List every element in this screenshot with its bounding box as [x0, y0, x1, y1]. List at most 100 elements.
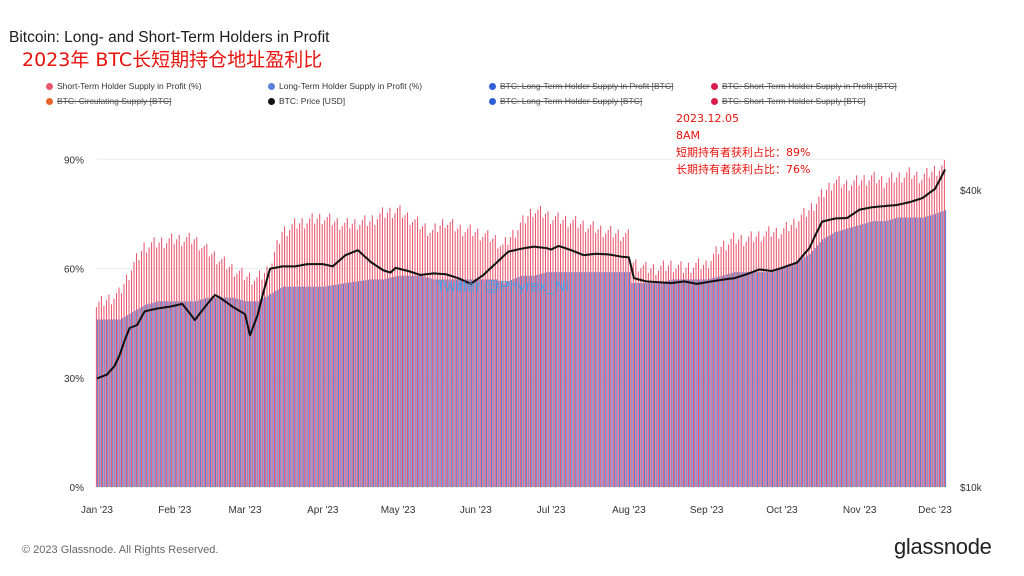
legend-dot-icon — [268, 82, 275, 90]
y2-tick-label: $10k — [960, 483, 983, 494]
legend-label: BTC: Circulating Supply [BTC] — [57, 96, 172, 106]
sth-bar — [835, 179, 838, 487]
sth-bar — [356, 229, 358, 487]
lth-bar — [879, 221, 881, 487]
sth-bar — [188, 232, 190, 487]
sth-bar — [394, 213, 396, 487]
lth-bar — [598, 272, 600, 487]
sth-bar — [108, 294, 110, 487]
sth-bar — [130, 270, 133, 487]
sth-bar — [339, 229, 341, 487]
lth-bar — [633, 283, 636, 487]
sth-bar — [567, 227, 569, 487]
sth-bar — [667, 265, 669, 487]
lth-bar — [608, 272, 610, 487]
lth-bar — [398, 275, 400, 487]
sth-bar — [617, 229, 619, 487]
sth-bar — [833, 183, 835, 487]
sth-bar — [507, 244, 509, 487]
sth-bar — [587, 228, 589, 487]
lth-bar — [478, 279, 480, 487]
sth-bar — [760, 241, 762, 487]
lth-bar — [458, 279, 460, 487]
lth-bar — [701, 279, 703, 487]
sth-bar — [933, 165, 935, 487]
sth-bar — [497, 248, 499, 487]
lth-bar — [919, 217, 922, 488]
lth-bar — [787, 266, 789, 487]
legend-item-price[interactable]: BTC: Price [USD] — [268, 96, 345, 106]
sth-bar — [873, 171, 875, 488]
sth-bar — [444, 227, 446, 487]
sth-bar — [156, 247, 158, 487]
sth-bar — [838, 176, 840, 488]
lth-bar — [922, 217, 924, 488]
sth-bar — [856, 175, 858, 487]
sth-bar — [346, 217, 348, 488]
lth-bar — [558, 272, 560, 487]
watermark: Twitter @Phyrex_Ni — [436, 278, 569, 295]
lth-bar — [661, 282, 663, 487]
lth-bar — [184, 301, 186, 487]
sth-bar — [527, 216, 529, 487]
legend-item-sth-profit-btc[interactable]: BTC: Short-Term Holder Supply in Profit … — [711, 81, 897, 91]
lth-bar — [686, 279, 688, 487]
legend-item-lth-supply[interactable]: BTC: Long-Term Holder Supply [BTC] — [489, 96, 642, 106]
lth-bar — [214, 297, 217, 487]
sth-bar — [580, 224, 582, 487]
sth-bar — [176, 239, 178, 487]
sth-bar — [660, 265, 662, 487]
lth-bar — [844, 229, 846, 487]
sth-bar — [331, 225, 333, 487]
lth-bar — [528, 275, 530, 487]
legend-item-sth-profit[interactable]: Short-Term Holder Supply in Profit (%) — [46, 81, 202, 91]
sth-bar — [738, 239, 740, 487]
sth-bar — [266, 266, 268, 487]
sth-bar — [519, 222, 521, 488]
lth-bar — [109, 319, 111, 487]
sth-bar — [708, 268, 710, 487]
lth-bar — [909, 217, 912, 488]
legend-item-lth-profit[interactable]: Long-Term Holder Supply in Profit (%) — [268, 81, 422, 91]
sth-bar — [191, 243, 193, 487]
lth-bar — [852, 227, 854, 487]
lth-bar — [889, 219, 891, 487]
sth-bar — [828, 182, 830, 487]
legend-dot-icon — [711, 97, 718, 105]
legend-label: Long-Term Holder Supply in Profit (%) — [279, 81, 423, 91]
sth-bar — [153, 237, 155, 487]
sth-bar — [710, 260, 712, 487]
lth-bar — [282, 286, 284, 487]
sth-bar — [411, 222, 414, 487]
sth-bar — [670, 260, 672, 487]
sth-bar — [206, 243, 208, 487]
sth-bar — [381, 207, 383, 487]
sth-bar — [100, 295, 102, 487]
sth-bar — [401, 217, 404, 487]
sth-bar — [577, 227, 579, 487]
lth-bar — [107, 319, 109, 487]
sth-bar — [123, 283, 125, 487]
sth-bar — [223, 256, 225, 487]
legend-label: BTC: Short-Term Holder Supply in Profit … — [722, 81, 897, 91]
sth-bar — [582, 220, 584, 487]
sth-bar — [354, 219, 356, 487]
sth-bar — [881, 176, 883, 488]
lth-bar — [317, 286, 319, 487]
sth-bar — [422, 226, 424, 488]
lth-bar — [237, 299, 239, 487]
lth-bar — [488, 279, 490, 487]
lth-bar — [142, 306, 144, 487]
lth-bar — [267, 295, 269, 487]
legend-item-lth-profit-btc[interactable]: BTC: Long-Term Holder Supply in Profit [… — [489, 81, 673, 91]
lth-bar — [425, 277, 427, 487]
lth-bar — [137, 309, 139, 487]
lth-bar — [666, 280, 668, 487]
lth-bar — [423, 276, 425, 487]
legend-item-sth-supply[interactable]: BTC: Short-Term Holder Supply [BTC] — [711, 96, 866, 106]
sth-bar — [274, 251, 276, 487]
legend-item-circulating-supply[interactable]: BTC: Circulating Supply [BTC] — [46, 96, 171, 106]
lth-bar — [628, 272, 631, 487]
sth-bar — [359, 224, 361, 487]
